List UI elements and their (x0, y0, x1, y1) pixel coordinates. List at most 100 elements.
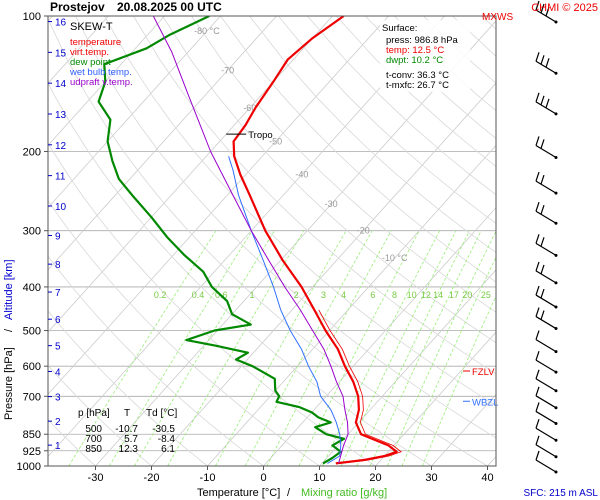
wind-barb-dot (554, 470, 558, 474)
altitude-tick-label: 6 (55, 315, 61, 326)
pressure-tick-label: 850 (23, 429, 41, 441)
table-row-p: 850 (85, 444, 102, 455)
dry-adiabat-line (48, 255, 265, 466)
legend-wet-bulb: wet bulb temp. (69, 67, 132, 78)
x-tick-label: -20 (144, 472, 160, 484)
wind-barb-staff (535, 144, 557, 158)
pressure-tick-label: 700 (23, 391, 41, 403)
wind-barb-flag (540, 205, 545, 215)
x-tick-label: 20 (369, 472, 381, 484)
x-tick-label: 0 (260, 472, 266, 484)
table-row-t: -10.7 (115, 424, 138, 435)
wind-barb-flag (535, 136, 540, 146)
wind-barb-flag (535, 350, 540, 361)
profile-series (97, 16, 402, 465)
mixing-ratio-labels: 0.2 0.4 0.6 1 2 3 4 6 8 10 12 14 17 20 25 (154, 290, 491, 300)
wind-barb-flag (535, 450, 540, 461)
dry-adiabat-line (48, 419, 97, 466)
pressure-tick-label: 600 (23, 361, 41, 373)
wind-barb-flag (535, 285, 540, 296)
mixing-ratio-line (340, 230, 457, 466)
wind-barb (535, 350, 558, 374)
altitude-tick-label: 15 (55, 48, 67, 59)
legend: SKEW-T temperature virt.temp. dew point … (69, 21, 133, 88)
wind-barb-flag (535, 202, 540, 212)
wind-barb-staff (535, 459, 557, 473)
wbzl-label: WBZL (472, 397, 498, 408)
isotherm-label: -20 (357, 226, 370, 236)
pressure-tick-label: 1000 (17, 461, 41, 473)
dry-adiabat-line (48, 199, 321, 466)
altitude-tick-label: 11 (55, 172, 66, 183)
wind-barb-dot (554, 370, 558, 374)
pressure-tick-label: 925 (23, 446, 41, 458)
wind-barb-flag (535, 369, 540, 379)
series-udpraft-v-temp (152, 16, 349, 464)
table-row-t: 5.7 (124, 434, 138, 445)
mixing-ratio-label: 17 (449, 290, 459, 300)
dry-adiabat-line (249, 16, 496, 253)
altitude-tick-label: 13 (55, 110, 67, 121)
wind-barbs (535, 0, 558, 474)
table-row-td: -30.5 (152, 424, 175, 435)
isotherm-line (544, 16, 600, 466)
altitude-tick-label: 8 (55, 260, 61, 271)
wind-barb-staff (535, 294, 557, 308)
table-header-td: Td [°C] (146, 408, 177, 419)
wind-barb (535, 234, 558, 257)
dry-adiabat-line (104, 16, 496, 407)
wind-barb-staff (535, 395, 557, 409)
mixing-ratio-label: 2 (294, 290, 299, 300)
altitude-tick-label: 3 (55, 393, 61, 404)
copyright-label: CHMI © 2025 (531, 2, 598, 14)
wind-barb-dot (554, 389, 558, 393)
wind-barb-flag (540, 3, 545, 14)
wind-barb-dot (554, 281, 558, 285)
wind-barb (535, 369, 558, 393)
table-row-td: -8.4 (158, 434, 176, 445)
isotherm-line (48, 16, 165, 147)
mixing-ratio-line (266, 230, 392, 466)
surface-title: Surface: (382, 23, 417, 34)
table-header-p: p [hPa] (78, 408, 110, 419)
table-header-t: T (124, 408, 130, 419)
altitude-tick-label: 10 (55, 202, 67, 213)
wind-barb-dot (554, 20, 558, 24)
mixing-ratio-label: 0.2 (154, 290, 167, 300)
mixing-ratio-label: 14 (433, 290, 443, 300)
wind-barb (535, 419, 558, 442)
dry-adiabat-line (278, 16, 496, 224)
mixing-ratio-label: 3 (321, 290, 326, 300)
wind-barb-staff (535, 378, 557, 392)
altitude-tick-label: 1 (55, 441, 61, 452)
mixing-ratio-label: 1 (249, 290, 254, 300)
dry-adiabat-line (48, 18, 489, 466)
wind-barb-flag (535, 386, 540, 396)
mixing-ratio-label: 8 (392, 290, 397, 300)
wind-barb-dot (554, 253, 558, 257)
mixing-ratio-line (401, 256, 496, 466)
dry-adiabat-line (48, 142, 377, 466)
mixing-ratio-line (244, 230, 373, 466)
wind-barb-staff (535, 339, 557, 353)
surface-dwpt: dwpt: 10.2 °C (386, 55, 443, 66)
wind-barb (535, 450, 558, 474)
wind-barb-dot (554, 191, 558, 195)
isotherm-label: -70 (221, 65, 234, 75)
wind-barb-dot (554, 455, 558, 459)
surface-press: press: 986.8 hPa (386, 35, 459, 46)
wind-barb-flag (535, 402, 540, 412)
plot-frame (47, 15, 497, 467)
wind-barb-flag (540, 237, 545, 247)
wind-barb-flag (545, 98, 550, 109)
pressure-tick-label: 300 (23, 226, 41, 238)
sounding-datetime: 20.08.2025 00 UTC (117, 0, 222, 14)
table-row-td: 6.1 (161, 444, 175, 455)
altitude-tick-label: 7 (55, 288, 61, 299)
mixing-ratio-line (322, 230, 441, 466)
wind-barb (535, 52, 558, 75)
wind-barb (535, 136, 558, 159)
isotherm-line (375, 331, 496, 466)
wind-barb-staff (535, 242, 557, 256)
